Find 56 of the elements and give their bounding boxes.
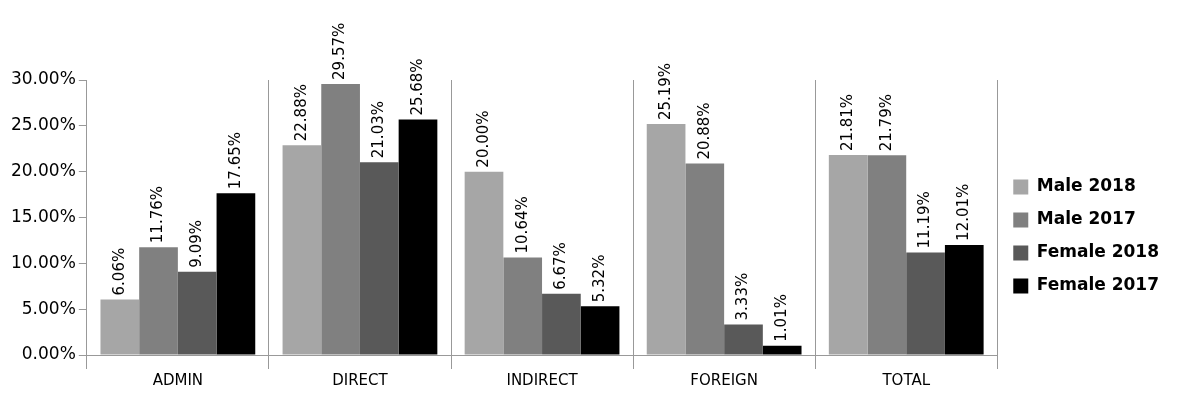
- bar: [762, 345, 802, 355]
- data-label: 9.09%: [187, 220, 206, 268]
- legend-label: Male 2017: [1036, 208, 1136, 229]
- data-label: 3.33%: [733, 272, 752, 321]
- x-tick-label: INDIRECT: [506, 370, 579, 389]
- legend-label: Male 2018: [1036, 175, 1136, 196]
- bar: [464, 171, 504, 355]
- x-tick-label: DIRECT: [332, 370, 389, 389]
- data-label: 5.32%: [589, 254, 608, 303]
- y-tick-label: 15.00%: [10, 205, 76, 226]
- data-label: 11.19%: [915, 191, 934, 249]
- bar: [216, 193, 256, 355]
- bar: [321, 83, 360, 355]
- bar: [646, 124, 686, 355]
- bar: [503, 257, 543, 355]
- bar: [944, 244, 984, 355]
- y-tick-label: 5.00%: [21, 297, 76, 318]
- bar: [906, 252, 945, 355]
- bar: [828, 155, 868, 355]
- y-tick-label: 25.00%: [10, 114, 76, 135]
- data-label: 20.00%: [473, 110, 492, 168]
- bar: [359, 162, 399, 355]
- bar: [580, 306, 620, 355]
- x-tick-label: FOREIGN: [690, 370, 758, 389]
- data-label: 6.06%: [109, 247, 128, 296]
- bar: [139, 247, 178, 355]
- data-label: 20.88%: [694, 102, 713, 160]
- y-tick-label: 10.00%: [10, 251, 76, 272]
- bar: [177, 271, 217, 355]
- data-label: 10.64%: [512, 196, 531, 254]
- bar: [685, 163, 725, 355]
- data-label: 25.19%: [655, 62, 674, 121]
- x-tick-label: TOTAL: [881, 370, 931, 389]
- data-label: 11.76%: [148, 186, 167, 244]
- x-tick-label: ADMIN: [152, 370, 204, 389]
- legend-label: Female 2017: [1036, 274, 1160, 295]
- y-tick-label: 30.00%: [10, 68, 76, 89]
- y-tick-label: 20.00%: [10, 160, 76, 181]
- bar: [100, 299, 140, 355]
- bar: [542, 293, 581, 355]
- legend-label: Female 2018: [1036, 241, 1160, 262]
- bar: [724, 324, 763, 355]
- data-label: 6.67%: [551, 242, 570, 290]
- data-label: 21.79%: [876, 94, 895, 152]
- data-label: 22.88%: [291, 84, 310, 142]
- bar: [282, 145, 322, 355]
- y-tick-label: 0.00%: [21, 343, 76, 364]
- data-label: 25.68%: [407, 58, 426, 116]
- data-label: 1.01%: [772, 294, 791, 342]
- data-label: 21.81%: [838, 93, 857, 152]
- bar: [398, 119, 438, 355]
- data-label: 17.65%: [225, 132, 244, 190]
- data-label: 12.01%: [954, 183, 973, 241]
- bar: [867, 155, 907, 355]
- data-label: 29.57%: [330, 22, 349, 80]
- data-label: 21.03%: [369, 101, 388, 159]
